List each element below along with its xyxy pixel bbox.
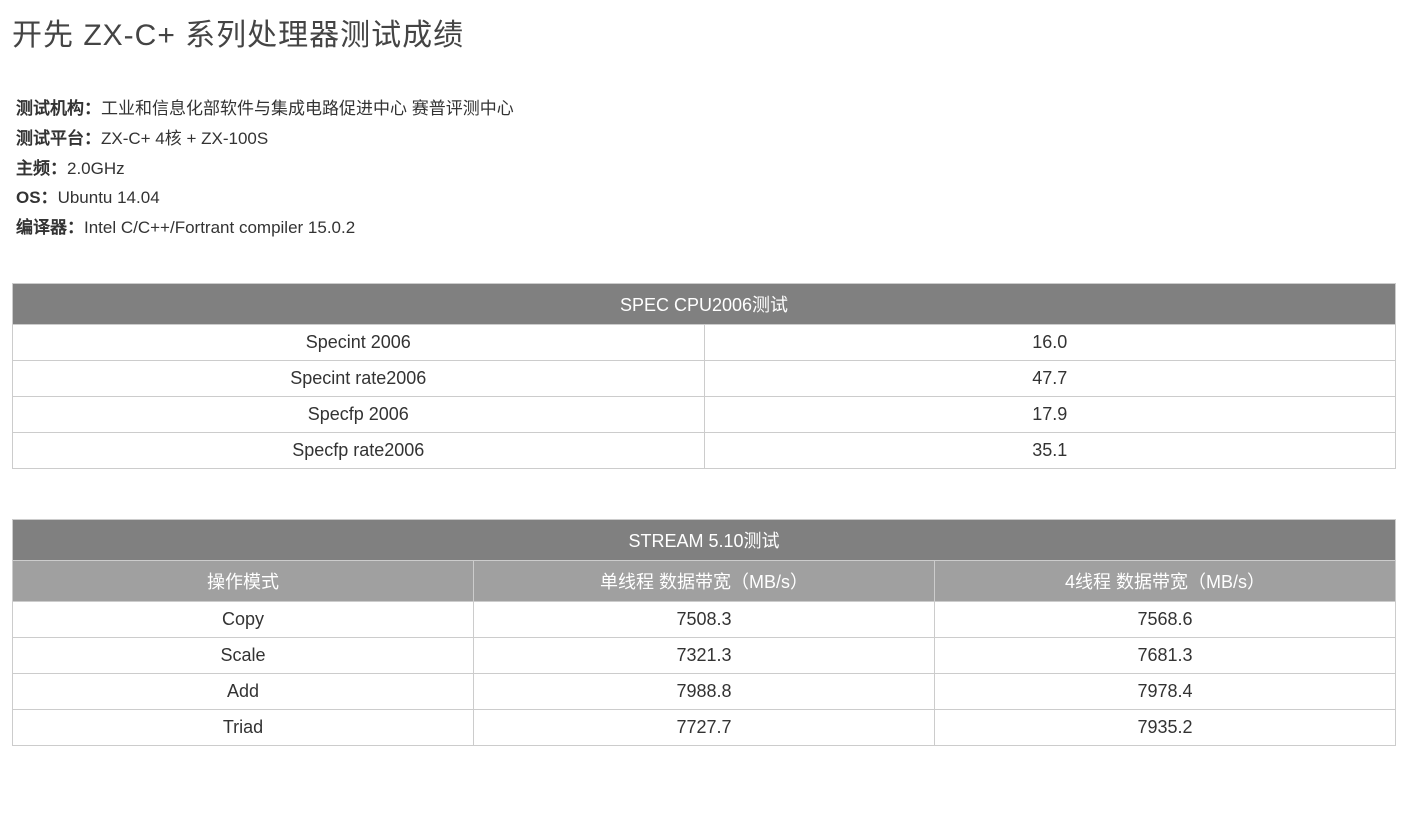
- spec-table: SPEC CPU2006测试 Specint 2006 16.0 Specint…: [12, 283, 1396, 469]
- stream-mode: Triad: [13, 709, 474, 745]
- table-row: SPEC CPU2006测试: [13, 283, 1396, 324]
- table-row: Specfp 2006 17.9: [13, 396, 1396, 432]
- page-title: 开先 ZX-C+ 系列处理器测试成绩: [12, 10, 1396, 54]
- spec-value: 16.0: [704, 324, 1396, 360]
- spec-metric: Specfp 2006: [13, 396, 705, 432]
- stream-quad: 7681.3: [935, 637, 1396, 673]
- table-row: Scale 7321.3 7681.3: [13, 637, 1396, 673]
- meta-os-label: OS：: [16, 188, 58, 207]
- stream-single: 7727.7: [474, 709, 935, 745]
- spec-value: 47.7: [704, 360, 1396, 396]
- meta-freq-label: 主频：: [16, 159, 67, 178]
- stream-quad: 7978.4: [935, 673, 1396, 709]
- table-row: Copy 7508.3 7568.6: [13, 601, 1396, 637]
- stream-single: 7508.3: [474, 601, 935, 637]
- stream-col-single: 单线程 数据带宽（MB/s）: [474, 560, 935, 601]
- meta-platform-label: 测试平台：: [16, 129, 101, 148]
- table-row: Triad 7727.7 7935.2: [13, 709, 1396, 745]
- stream-table-title: STREAM 5.10测试: [13, 519, 1396, 560]
- meta-platform: 测试平台：ZX-C+ 4核 + ZX-100S: [16, 124, 1396, 154]
- stream-single: 7321.3: [474, 637, 935, 673]
- meta-os: OS：Ubuntu 14.04: [16, 183, 1396, 213]
- spec-metric: Specint rate2006: [13, 360, 705, 396]
- meta-org-value: 工业和信息化部软件与集成电路促进中心 赛普评测中心: [101, 99, 514, 118]
- meta-freq-value: 2.0GHz: [67, 159, 125, 178]
- stream-table: STREAM 5.10测试 操作模式 单线程 数据带宽（MB/s） 4线程 数据…: [12, 519, 1396, 746]
- table-row: Add 7988.8 7978.4: [13, 673, 1396, 709]
- stream-col-quad: 4线程 数据带宽（MB/s）: [935, 560, 1396, 601]
- stream-mode: Add: [13, 673, 474, 709]
- table-row: 操作模式 单线程 数据带宽（MB/s） 4线程 数据带宽（MB/s）: [13, 560, 1396, 601]
- stream-single: 7988.8: [474, 673, 935, 709]
- spec-value: 17.9: [704, 396, 1396, 432]
- meta-org-label: 测试机构：: [16, 99, 101, 118]
- stream-col-mode: 操作模式: [13, 560, 474, 601]
- table-row: STREAM 5.10测试: [13, 519, 1396, 560]
- table-row: Specfp rate2006 35.1: [13, 432, 1396, 468]
- stream-mode: Copy: [13, 601, 474, 637]
- spec-metric: Specint 2006: [13, 324, 705, 360]
- meta-section: 测试机构：工业和信息化部软件与集成电路促进中心 赛普评测中心 测试平台：ZX-C…: [12, 94, 1396, 243]
- table-row: Specint rate2006 47.7: [13, 360, 1396, 396]
- meta-platform-value: ZX-C+ 4核 + ZX-100S: [101, 129, 268, 148]
- spec-metric: Specfp rate2006: [13, 432, 705, 468]
- spec-table-title: SPEC CPU2006测试: [13, 283, 1396, 324]
- meta-compiler-value: Intel C/C++/Fortrant compiler 15.0.2: [84, 218, 355, 237]
- meta-compiler-label: 编译器：: [16, 218, 84, 237]
- stream-mode: Scale: [13, 637, 474, 673]
- meta-freq: 主频：2.0GHz: [16, 154, 1396, 184]
- table-row: Specint 2006 16.0: [13, 324, 1396, 360]
- meta-org: 测试机构：工业和信息化部软件与集成电路促进中心 赛普评测中心: [16, 94, 1396, 124]
- meta-compiler: 编译器：Intel C/C++/Fortrant compiler 15.0.2: [16, 213, 1396, 243]
- stream-quad: 7568.6: [935, 601, 1396, 637]
- meta-os-value: Ubuntu 14.04: [58, 188, 160, 207]
- spec-value: 35.1: [704, 432, 1396, 468]
- stream-quad: 7935.2: [935, 709, 1396, 745]
